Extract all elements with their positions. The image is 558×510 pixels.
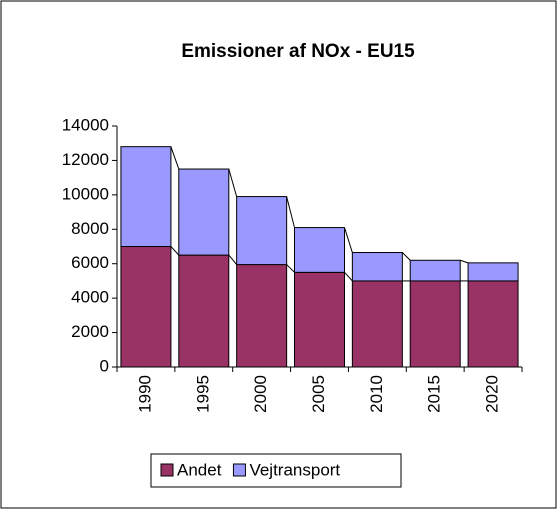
bar-segment: [409, 280, 461, 368]
y-tick-label: 8000: [71, 219, 109, 238]
series-line: [344, 271, 353, 282]
series-line: [344, 227, 353, 253]
y-tick-label: 14000: [62, 115, 109, 134]
legend-swatch: [160, 463, 174, 477]
series-line: [286, 264, 295, 273]
bar-segment: [467, 280, 519, 368]
series-line: [402, 252, 411, 261]
x-tick-label: 2005: [309, 375, 328, 413]
legend-box: [150, 453, 402, 488]
legend-label: Vejtransport: [249, 460, 340, 479]
chart-title: Emissioner af NOx - EU15: [181, 41, 415, 62]
bar-segment: [467, 262, 519, 282]
series-line: [228, 254, 238, 265]
bar-segment: [120, 246, 172, 368]
bar-segment: [351, 252, 403, 282]
bar-segment: [409, 259, 461, 282]
y-tick-label: 0: [100, 356, 109, 375]
series-line: [460, 259, 469, 264]
legend-swatch: [232, 463, 246, 477]
x-tick-label: 1990: [135, 375, 154, 413]
bar-segment: [294, 227, 345, 273]
series-line: [170, 146, 180, 170]
legend-label: Andet: [177, 460, 222, 479]
bar-segment: [178, 254, 230, 368]
bar-segment: [236, 196, 288, 266]
series-line: [286, 196, 295, 228]
bar-segment: [236, 264, 288, 368]
y-tick-label: 2000: [71, 322, 109, 341]
bar-segment: [351, 280, 403, 368]
y-tick-label: 10000: [62, 184, 109, 203]
series-line: [170, 246, 180, 256]
series-line: [228, 168, 238, 197]
bar-segment: [120, 146, 172, 248]
y-tick-label: 4000: [71, 288, 109, 307]
x-tick-label: 1995: [193, 375, 212, 413]
x-tick-label: 2015: [425, 375, 444, 413]
bar-segment: [178, 168, 230, 256]
y-tick-label: 12000: [62, 150, 109, 169]
bar-segment: [294, 271, 345, 368]
x-tick-label: 2020: [483, 375, 502, 413]
y-tick-label: 6000: [71, 253, 109, 272]
x-tick-label: 2010: [367, 375, 386, 413]
x-tick-label: 2000: [251, 375, 270, 413]
